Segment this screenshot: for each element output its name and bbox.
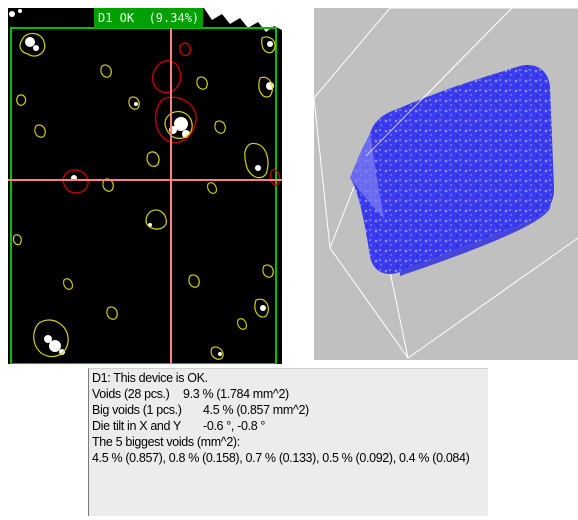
report-label: Die tilt in X and Y: [92, 419, 182, 433]
xray-image-panel[interactable]: D1 OK (9.34%): [8, 8, 282, 364]
report-value: 9.3 % (1.784 mm^2): [183, 387, 289, 401]
biggest-voids-title: The 5 biggest voids (mm^2):: [92, 435, 240, 449]
inspection-report: D1: This device is OK. Voids (28 pcs.) 9…: [88, 368, 488, 516]
report-value: -0.6 °, -0.8 °: [203, 419, 266, 433]
edge-noise: [9, 8, 282, 32]
report-row-big-voids: Big voids (1 pcs.) 4.5 % (0.857 mm^2): [92, 402, 488, 418]
volume-3d-render: [314, 8, 578, 359]
report-label: Voids (28 pcs.): [92, 387, 170, 401]
volume-3d-view[interactable]: [314, 8, 578, 360]
void-outlines: [12, 32, 276, 360]
report-row-voids: Voids (28 pcs.) 9.3 % (1.784 mm^2): [92, 386, 488, 402]
voxel-volume: [350, 64, 554, 276]
die-frame: [10, 27, 277, 364]
report-label: Big voids (1 pcs.): [92, 403, 182, 417]
void-spots: [25, 37, 274, 356]
report-value: 4.5 % (0.857 mm^2): [203, 403, 309, 417]
report-title: D1: This device is OK.: [92, 371, 208, 385]
xray-image: [8, 8, 282, 364]
device-status-label: D1 OK (9.34%): [94, 8, 204, 28]
crosshair[interactable]: [8, 8, 282, 364]
report-row-die-tilt: Die tilt in X and Y -0.6 °, -0.8 °: [92, 418, 488, 434]
biggest-voids-values: 4.5 % (0.857), 0.8 % (0.158), 0.7 % (0.1…: [92, 451, 470, 465]
